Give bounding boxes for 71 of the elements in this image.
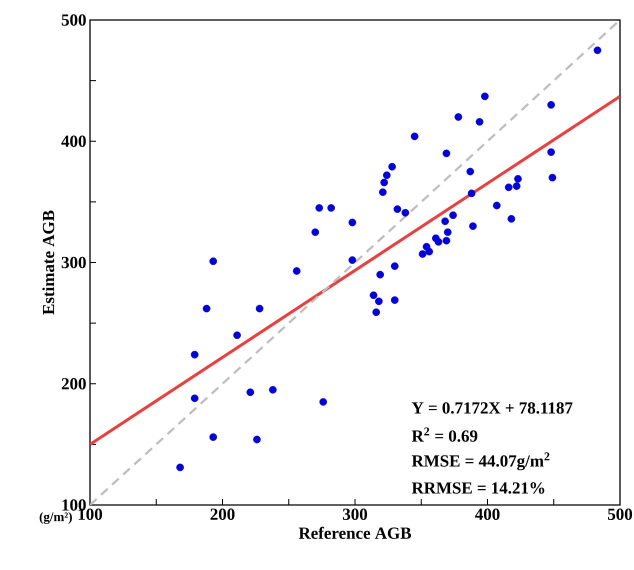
point: [481, 92, 489, 100]
point: [508, 215, 516, 223]
point: [190, 394, 198, 402]
point: [370, 291, 378, 300]
point: [468, 190, 476, 198]
point: [209, 257, 218, 266]
point: [504, 184, 512, 192]
x-tick-label: 200: [210, 508, 235, 520]
x-tick-label: 300: [342, 508, 368, 520]
point: [514, 175, 522, 183]
y-tick-label: 400: [61, 136, 86, 147]
y-tick-label: 500: [62, 14, 86, 26]
point: [476, 118, 484, 126]
point: [442, 150, 450, 158]
point: [269, 386, 277, 394]
point: [292, 267, 300, 275]
point: [372, 308, 380, 316]
point: [380, 178, 388, 186]
point: [454, 113, 462, 121]
y-tick-label: 100: [62, 499, 86, 511]
point: [492, 202, 501, 210]
point: [311, 228, 320, 236]
y-tick-label: 300: [62, 256, 86, 268]
point: [548, 174, 556, 182]
point: [319, 398, 327, 406]
point: [315, 204, 324, 212]
x-tick-label: 100: [78, 508, 102, 520]
point: [547, 101, 555, 109]
point: [190, 350, 198, 358]
point: [348, 256, 356, 264]
y-tick-label: 200: [62, 378, 86, 390]
point: [388, 162, 396, 171]
annotation: RMSE = 44.07g/m$^{2}$: [412, 452, 550, 470]
point: [410, 132, 418, 140]
point: [256, 304, 264, 312]
x-tick-label: 500: [608, 508, 632, 520]
point: [376, 270, 384, 278]
y-axis-title: Estimate AGB: [42, 210, 54, 315]
point: [444, 228, 452, 236]
point: [394, 205, 402, 213]
point: [375, 298, 383, 306]
point: [418, 250, 426, 258]
point: [466, 168, 474, 176]
x-axis-title: Reference AGB: [298, 526, 412, 539]
point: [547, 148, 555, 156]
point: [233, 331, 241, 340]
point: [246, 388, 254, 396]
point: [209, 433, 218, 441]
point: [442, 236, 450, 244]
point: [390, 296, 399, 304]
annotation: R$^{2}$ = 0.69: [412, 427, 478, 442]
text: (g/m²): [40, 512, 72, 524]
point: [348, 218, 356, 226]
point: [469, 222, 477, 230]
point: [402, 208, 410, 217]
point: [390, 262, 399, 270]
point: [379, 188, 387, 196]
point: [253, 436, 261, 444]
point: [512, 182, 520, 190]
point: [383, 171, 391, 179]
point: [425, 248, 433, 256]
x-tick-label: 400: [475, 508, 500, 520]
point: [176, 464, 184, 472]
annotation: Y = 0.7172X + 78.1187: [412, 402, 573, 414]
point: [434, 238, 442, 246]
point: [202, 304, 210, 312]
point: [327, 204, 335, 212]
point: [594, 46, 602, 54]
point: [449, 211, 457, 220]
annotation: RRMSE = 14.21%: [412, 482, 544, 494]
point: [441, 217, 449, 226]
